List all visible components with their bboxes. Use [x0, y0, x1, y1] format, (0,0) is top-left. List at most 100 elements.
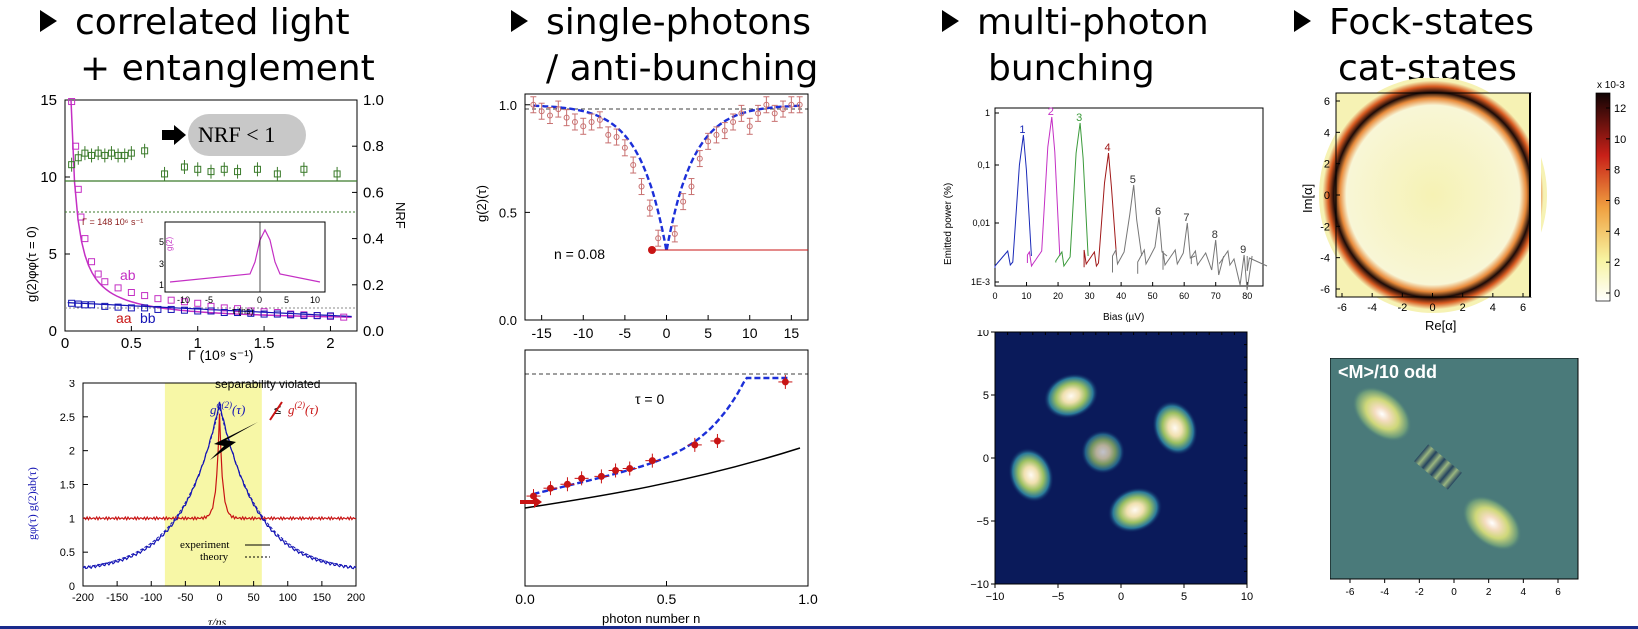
tick-label: 0.0: [363, 323, 384, 340]
tick-label: 80: [1242, 291, 1252, 301]
nrf-data-point: [220, 165, 228, 173]
aa-bb-data-point: [220, 309, 228, 317]
tick-label: 0: [992, 291, 997, 301]
arrow-right-icon: [520, 496, 542, 508]
data-point: [755, 110, 762, 117]
nrf-data-point: [141, 147, 149, 155]
tick-label: 0: [61, 335, 69, 352]
tick-label: 0.8: [363, 138, 384, 155]
data-point: [630, 162, 637, 169]
tick-label: 2: [1460, 302, 1466, 314]
lightning-arrow-icon: [210, 422, 258, 460]
ab-data-point: [207, 302, 215, 310]
data-points: [526, 374, 793, 504]
data-point: [746, 123, 753, 130]
x-axis-ticks: -200 -150 -100 -50 0 50 100 150 200: [72, 581, 365, 604]
highlight-point: [648, 246, 656, 254]
tick-label: 2.5: [60, 412, 75, 424]
inset-xlabel: τ (ns): [232, 306, 254, 316]
x-axis-ticks: -6 -4 -2 0 2 4 6: [1337, 293, 1526, 314]
nrf-data-point: [207, 168, 215, 176]
data-point: [781, 378, 789, 386]
cat-lobe: [1462, 495, 1522, 551]
tick-label: 2: [1614, 257, 1620, 269]
colorbar-ticks: 12 10 8 6 4 2 0: [1606, 103, 1626, 300]
y-axis-label: gφ(τ) g(2)ab(τ): [25, 467, 39, 540]
tick-label: 0: [983, 453, 989, 465]
bb-label: bb: [140, 310, 156, 326]
y-axis-label: Emitted power (%): [943, 183, 954, 265]
plot-frame: [524, 93, 809, 321]
inset-ylabel: g(2): [165, 236, 174, 251]
tick-label: 0.4: [363, 231, 384, 248]
ab-data-point: [127, 289, 135, 296]
tick-label: -2: [1397, 302, 1407, 314]
g2ab-curve: [82, 413, 357, 522]
emission-peaks: 1 2 3 4 5 6 7 8 9: [994, 106, 1268, 291]
tick-label: -100: [140, 592, 162, 604]
heading-line1: multi-photon: [977, 2, 1209, 43]
data-point: [638, 183, 645, 190]
tick-label: −10: [970, 579, 989, 591]
x-axis-ticks: -15 -10 -5 0 5 10 15: [532, 315, 800, 341]
tick-label: 150: [313, 592, 331, 604]
data-point: [796, 101, 803, 108]
emission-peak: [1055, 122, 1089, 268]
data-point: [571, 118, 578, 125]
wigner-lobe: [1152, 400, 1198, 456]
data-point: [713, 131, 720, 138]
aa-bb-data-point: [154, 305, 162, 313]
data-point: [730, 118, 737, 125]
data-points: [530, 96, 803, 247]
y-axis-label: Im[α]: [1300, 184, 1315, 213]
peak-label: 1: [1019, 124, 1025, 136]
aa-bb-data-point: [194, 307, 202, 315]
ab-data-point: [234, 305, 242, 313]
y-axis-label: g(2)φφ(τ = 0): [24, 226, 39, 302]
tick-label: -50: [177, 592, 193, 604]
tick-label: 2: [326, 335, 334, 352]
emission-peak: [1219, 249, 1253, 291]
wigner-lobe: [1008, 447, 1054, 503]
nrf-data-point: [74, 154, 82, 162]
inset-frame: [164, 221, 326, 293]
aa-bb-data-point: [88, 301, 96, 309]
chart-g2-vs-photon-number: 0.0 0.5 1.0 τ = 0 photon number n: [515, 349, 818, 626]
tick-label: 15: [784, 325, 800, 341]
tick-label: 6: [1520, 302, 1526, 314]
y-axis-ticks: 1E-3 0,01 0,1 1: [971, 108, 999, 287]
highlight-band: [164, 383, 262, 586]
ab-data-point: [313, 312, 321, 320]
tick-label: 50: [1148, 291, 1158, 301]
tick-label: 12: [1614, 103, 1626, 115]
nrf-data-point: [121, 151, 129, 159]
wigner-lobe: [1107, 487, 1163, 533]
tick-label: 10: [742, 325, 758, 341]
tick-label: 2: [69, 446, 75, 458]
aa-bb-data-point: [313, 312, 321, 320]
ineq-rhs-symbol: g: [288, 402, 295, 417]
tick-label: 6: [1555, 587, 1561, 598]
chart-separability: 0 0.5 1 1.5 2 2.5 3 -200 -150 -100 -50 0 50 100 150 20…: [25, 380, 365, 625]
aa-bb-data-point: [74, 300, 82, 308]
colorbar-scale: x 10-3: [1597, 80, 1625, 91]
data-point: [546, 112, 553, 119]
tick-label: 1: [69, 513, 75, 525]
tick-label: 1.0: [499, 98, 517, 113]
aa-label: aa: [116, 310, 132, 326]
tick-label: 1.0: [798, 591, 818, 607]
ab-data-point: [72, 142, 80, 150]
y2-axis-label: NRF: [393, 202, 408, 229]
inset-tick: -5: [205, 295, 213, 305]
tick-label: 15: [40, 92, 57, 109]
tick-label: 10: [40, 169, 57, 186]
tick-label: 60: [1179, 291, 1189, 301]
tick-label: 5: [49, 246, 57, 263]
arrow-right-icon: [162, 125, 186, 145]
peak-label: 6: [1155, 206, 1161, 218]
tick-label: -6: [1346, 587, 1355, 598]
mask: [1529, 93, 1541, 297]
data-point: [655, 235, 662, 242]
tick-label: 6: [1614, 196, 1620, 208]
data-point: [721, 127, 728, 134]
